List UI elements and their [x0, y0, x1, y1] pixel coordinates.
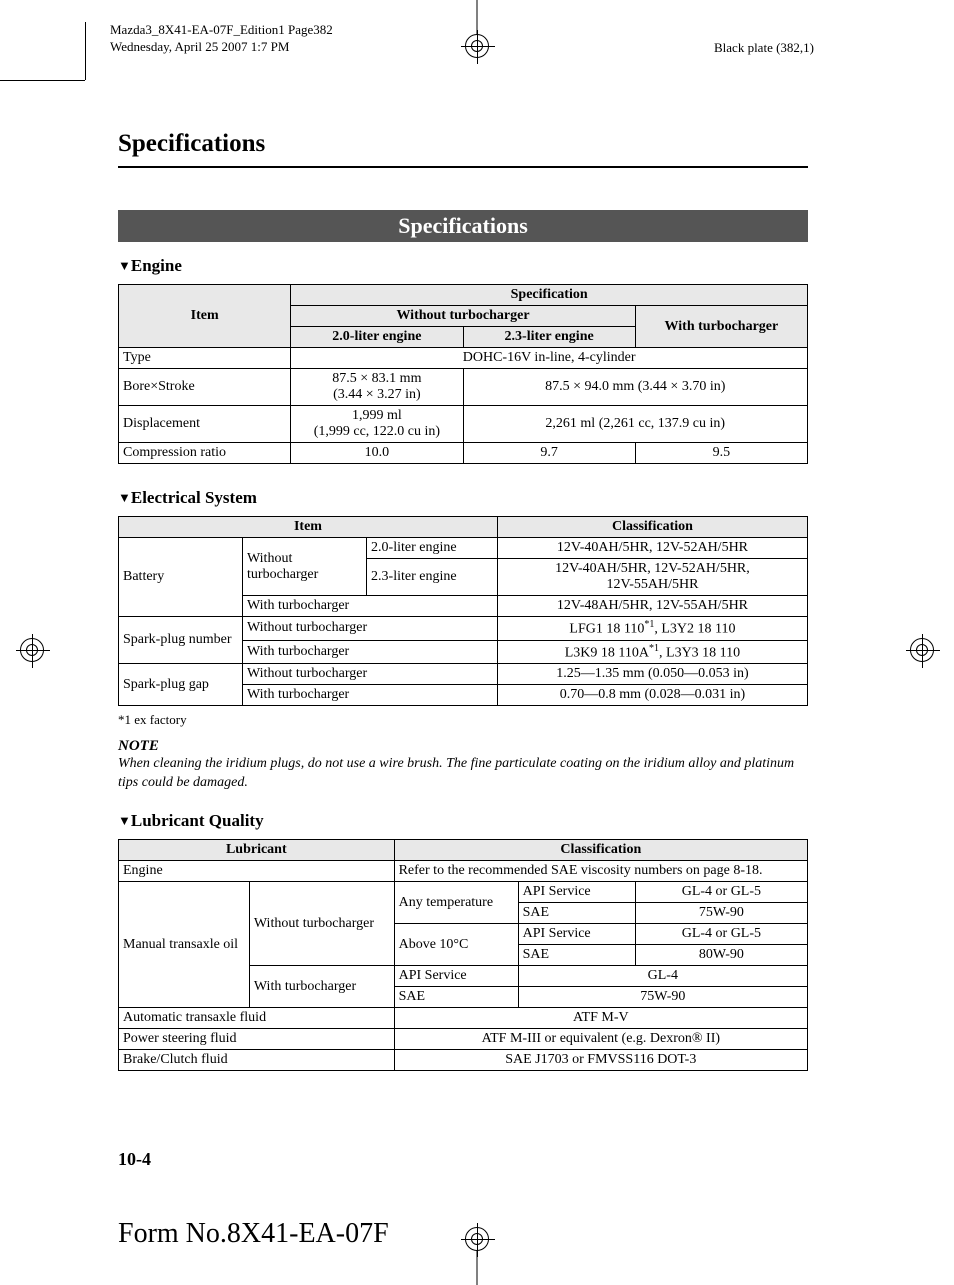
- cell: DOHC-16V in-line, 4-cylinder: [291, 348, 808, 369]
- section-heading-engine: ▼Engine: [118, 256, 808, 276]
- cell: 2,261 ml (2,261 cc, 137.9 cu in): [463, 406, 808, 443]
- th-spec: Specification: [291, 285, 808, 306]
- registration-mark-icon: [465, 1227, 489, 1251]
- cell: Battery: [119, 538, 243, 617]
- triangle-icon: ▼: [118, 258, 131, 273]
- cell: Power steering fluid: [119, 1029, 395, 1050]
- th-23: 2.3-liter engine: [463, 327, 635, 348]
- th-class: Classification: [497, 517, 807, 538]
- doc-id: Mazda3_8X41-EA-07F_Edition1 Page382: [110, 22, 333, 39]
- rule: [0, 80, 85, 81]
- cell: 87.5 × 83.1 mm (3.44 × 3.27 in): [291, 369, 463, 406]
- cell: SAE: [518, 903, 635, 924]
- cell: Brake/Clutch fluid: [119, 1050, 395, 1071]
- cell: 9.5: [635, 443, 807, 464]
- engine-table: Item Specification Without turbocharger …: [118, 284, 808, 464]
- cell: API Service: [518, 882, 635, 903]
- cell: With turbocharger: [243, 596, 498, 617]
- cell: Spark-plug gap: [119, 664, 243, 706]
- cell: Compression ratio: [119, 443, 291, 464]
- cell: LFG1 18 110*1, L3Y2 18 110: [497, 617, 807, 641]
- th-item: Item: [119, 517, 498, 538]
- section-heading-electrical: ▼Electrical System: [118, 488, 808, 508]
- title-rule: [118, 166, 808, 168]
- cell: 75W-90: [635, 903, 807, 924]
- registration-mark-icon: [910, 638, 934, 662]
- th-without: Without turbocharger: [291, 306, 636, 327]
- th-20: 2.0-liter engine: [291, 327, 463, 348]
- registration-mark-icon: [20, 638, 44, 662]
- cell: Displacement: [119, 406, 291, 443]
- cell: GL-4 or GL-5: [635, 924, 807, 945]
- cell: 80W-90: [635, 945, 807, 966]
- cell: L3K9 18 110A*1, L3Y3 18 110: [497, 640, 807, 664]
- cell: ATF M-V: [394, 1008, 807, 1029]
- cell: ATF M-III or equivalent (e.g. Dexron® II…: [394, 1029, 807, 1050]
- cell: Manual transaxle oil: [119, 882, 250, 1008]
- cell: 2.3-liter engine: [367, 559, 498, 596]
- plate-label: Black plate (382,1): [714, 40, 814, 56]
- electrical-table: Item Classification Battery Without turb…: [118, 516, 808, 706]
- rule: [85, 22, 86, 80]
- doc-date: Wednesday, April 25 2007 1:7 PM: [110, 39, 333, 56]
- page-number: 10-4: [118, 1149, 151, 1170]
- cell: GL-4 or GL-5: [635, 882, 807, 903]
- cell: Automatic transaxle fluid: [119, 1008, 395, 1029]
- triangle-icon: ▼: [118, 813, 131, 828]
- note-title: NOTE: [118, 738, 808, 755]
- cell: With turbocharger: [249, 966, 394, 1008]
- cell: Without turbocharger: [249, 882, 394, 966]
- cell: SAE: [394, 987, 518, 1008]
- cell: 12V-48AH/5HR, 12V-55AH/5HR: [497, 596, 807, 617]
- cell: API Service: [394, 966, 518, 987]
- cell: SAE: [518, 945, 635, 966]
- triangle-icon: ▼: [118, 490, 131, 505]
- cell: 2.0-liter engine: [367, 538, 498, 559]
- cell: 10.0: [291, 443, 463, 464]
- th-item: Item: [119, 285, 291, 348]
- th-lub: Lubricant: [119, 840, 395, 861]
- cell: Spark-plug number: [119, 617, 243, 664]
- th-with: With turbocharger: [635, 306, 807, 348]
- cell: 12V-40AH/5HR, 12V-52AH/5HR: [497, 538, 807, 559]
- cell: Without turbocharger: [243, 538, 367, 596]
- cell: GL-4: [518, 966, 807, 987]
- form-number: Form No.8X41-EA-07F: [118, 1218, 389, 1250]
- page-title: Specifications: [118, 130, 808, 158]
- cell: 87.5 × 94.0 mm (3.44 × 3.70 in): [463, 369, 808, 406]
- cell: Without turbocharger: [243, 617, 498, 641]
- cell: With turbocharger: [243, 640, 498, 664]
- heading-text: Electrical System: [131, 488, 257, 507]
- registration-mark-icon: [465, 34, 489, 58]
- page-content: Specifications Specifications ▼Engine It…: [118, 130, 808, 1077]
- cell: 75W-90: [518, 987, 807, 1008]
- cell: 1.25―1.35 mm (0.050―0.053 in): [497, 664, 807, 685]
- cell: 9.7: [463, 443, 635, 464]
- cell: 1,999 ml (1,999 cc, 122.0 cu in): [291, 406, 463, 443]
- cell: Any temperature: [394, 882, 518, 924]
- cell: SAE J1703 or FMVSS116 DOT-3: [394, 1050, 807, 1071]
- cell: Engine: [119, 861, 395, 882]
- section-banner: Specifications: [118, 210, 808, 242]
- cell: Type: [119, 348, 291, 369]
- cell: 12V-40AH/5HR, 12V-52AH/5HR,12V-55AH/5HR: [497, 559, 807, 596]
- cell: Refer to the recommended SAE viscosity n…: [394, 861, 807, 882]
- header-meta: Mazda3_8X41-EA-07F_Edition1 Page382 Wedn…: [110, 22, 333, 56]
- th-class: Classification: [394, 840, 807, 861]
- cell: Without turbocharger: [243, 664, 498, 685]
- cell: With turbocharger: [243, 685, 498, 706]
- section-heading-lubricant: ▼Lubricant Quality: [118, 811, 808, 831]
- note-body: When cleaning the iridium plugs, do not …: [118, 755, 808, 793]
- cell: Above 10°C: [394, 924, 518, 966]
- cell: 0.70―0.8 mm (0.028―0.031 in): [497, 685, 807, 706]
- heading-text: Engine: [131, 256, 182, 275]
- heading-text: Lubricant Quality: [131, 811, 264, 830]
- cell: API Service: [518, 924, 635, 945]
- cell: Bore×Stroke: [119, 369, 291, 406]
- footnote: *1 ex factory: [118, 712, 808, 728]
- lubricant-table: Lubricant Classification Engine Refer to…: [118, 839, 808, 1071]
